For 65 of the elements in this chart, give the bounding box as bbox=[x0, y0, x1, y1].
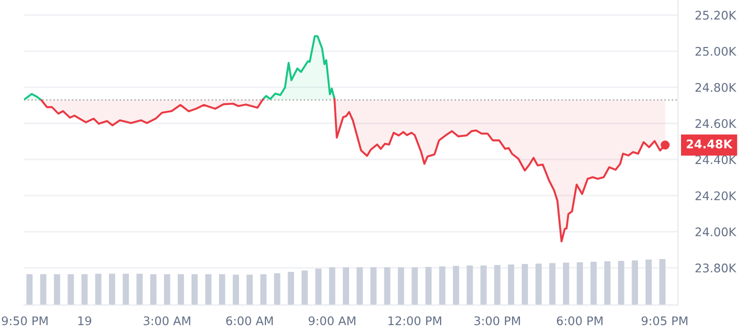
bar bbox=[40, 274, 46, 305]
bar bbox=[425, 266, 432, 305]
bar bbox=[232, 274, 239, 305]
bar bbox=[81, 274, 88, 305]
y-tick-label: 24.60K bbox=[696, 119, 736, 128]
bar bbox=[260, 274, 266, 305]
annotation: 24.48K bbox=[686, 140, 733, 148]
y-tick-label: 24.80K bbox=[696, 82, 736, 92]
x-tick-label: 6:00 AM bbox=[226, 316, 273, 326]
bar bbox=[618, 260, 624, 305]
y-tick-label: 24.40K bbox=[696, 155, 736, 164]
bar bbox=[95, 274, 102, 305]
x-tick-label: 3:00 PM bbox=[474, 316, 520, 326]
y-tick-label: 24.20K bbox=[696, 191, 736, 200]
bar bbox=[246, 274, 253, 305]
bar bbox=[178, 274, 184, 305]
bar bbox=[563, 262, 570, 305]
bar bbox=[522, 264, 528, 305]
bar bbox=[274, 273, 280, 305]
bar bbox=[150, 274, 156, 305]
bar bbox=[412, 267, 418, 305]
bar bbox=[122, 274, 129, 305]
bar bbox=[192, 274, 198, 305]
bar bbox=[590, 262, 597, 305]
x-tick-label: 9:50 PM bbox=[2, 316, 48, 326]
bar bbox=[398, 267, 404, 305]
y-tick-label: 24.00K bbox=[696, 227, 736, 236]
bar bbox=[54, 274, 60, 305]
bar bbox=[370, 267, 377, 305]
bar bbox=[549, 263, 556, 305]
bar bbox=[302, 270, 308, 305]
bar bbox=[205, 274, 212, 305]
bar bbox=[219, 274, 226, 305]
bar bbox=[288, 272, 294, 305]
bar bbox=[108, 274, 116, 305]
bar bbox=[535, 264, 542, 305]
bar bbox=[480, 265, 487, 305]
bar bbox=[508, 264, 514, 305]
bar bbox=[26, 274, 33, 305]
bar bbox=[342, 267, 350, 305]
bar bbox=[576, 262, 583, 305]
x-tick-label: 19 bbox=[78, 316, 92, 326]
bar bbox=[604, 261, 610, 305]
bar bbox=[384, 267, 390, 305]
x-tick-label: 12:00 PM bbox=[388, 316, 442, 326]
bar bbox=[164, 274, 170, 305]
x-tick-label: 6:00 PM bbox=[556, 316, 602, 326]
x-tick-label: 3:00 AM bbox=[144, 316, 190, 326]
x-tick-label: 9:05 PM bbox=[642, 316, 688, 326]
x-tick-label: 9:00 AM bbox=[308, 316, 356, 326]
bar bbox=[466, 265, 473, 305]
bar bbox=[659, 259, 666, 305]
bar bbox=[315, 268, 322, 305]
bar bbox=[494, 264, 500, 305]
bar bbox=[646, 259, 652, 305]
bar bbox=[439, 266, 446, 305]
bar bbox=[632, 260, 638, 305]
y-tick-label: 25.00K bbox=[696, 46, 736, 56]
bar bbox=[68, 274, 74, 305]
y-tick-label: 25.20K bbox=[696, 10, 736, 20]
bar bbox=[136, 274, 143, 305]
bar bbox=[452, 266, 460, 305]
bar bbox=[329, 267, 336, 305]
y-tick-label: 23.80K bbox=[696, 264, 736, 272]
bar bbox=[356, 267, 363, 305]
